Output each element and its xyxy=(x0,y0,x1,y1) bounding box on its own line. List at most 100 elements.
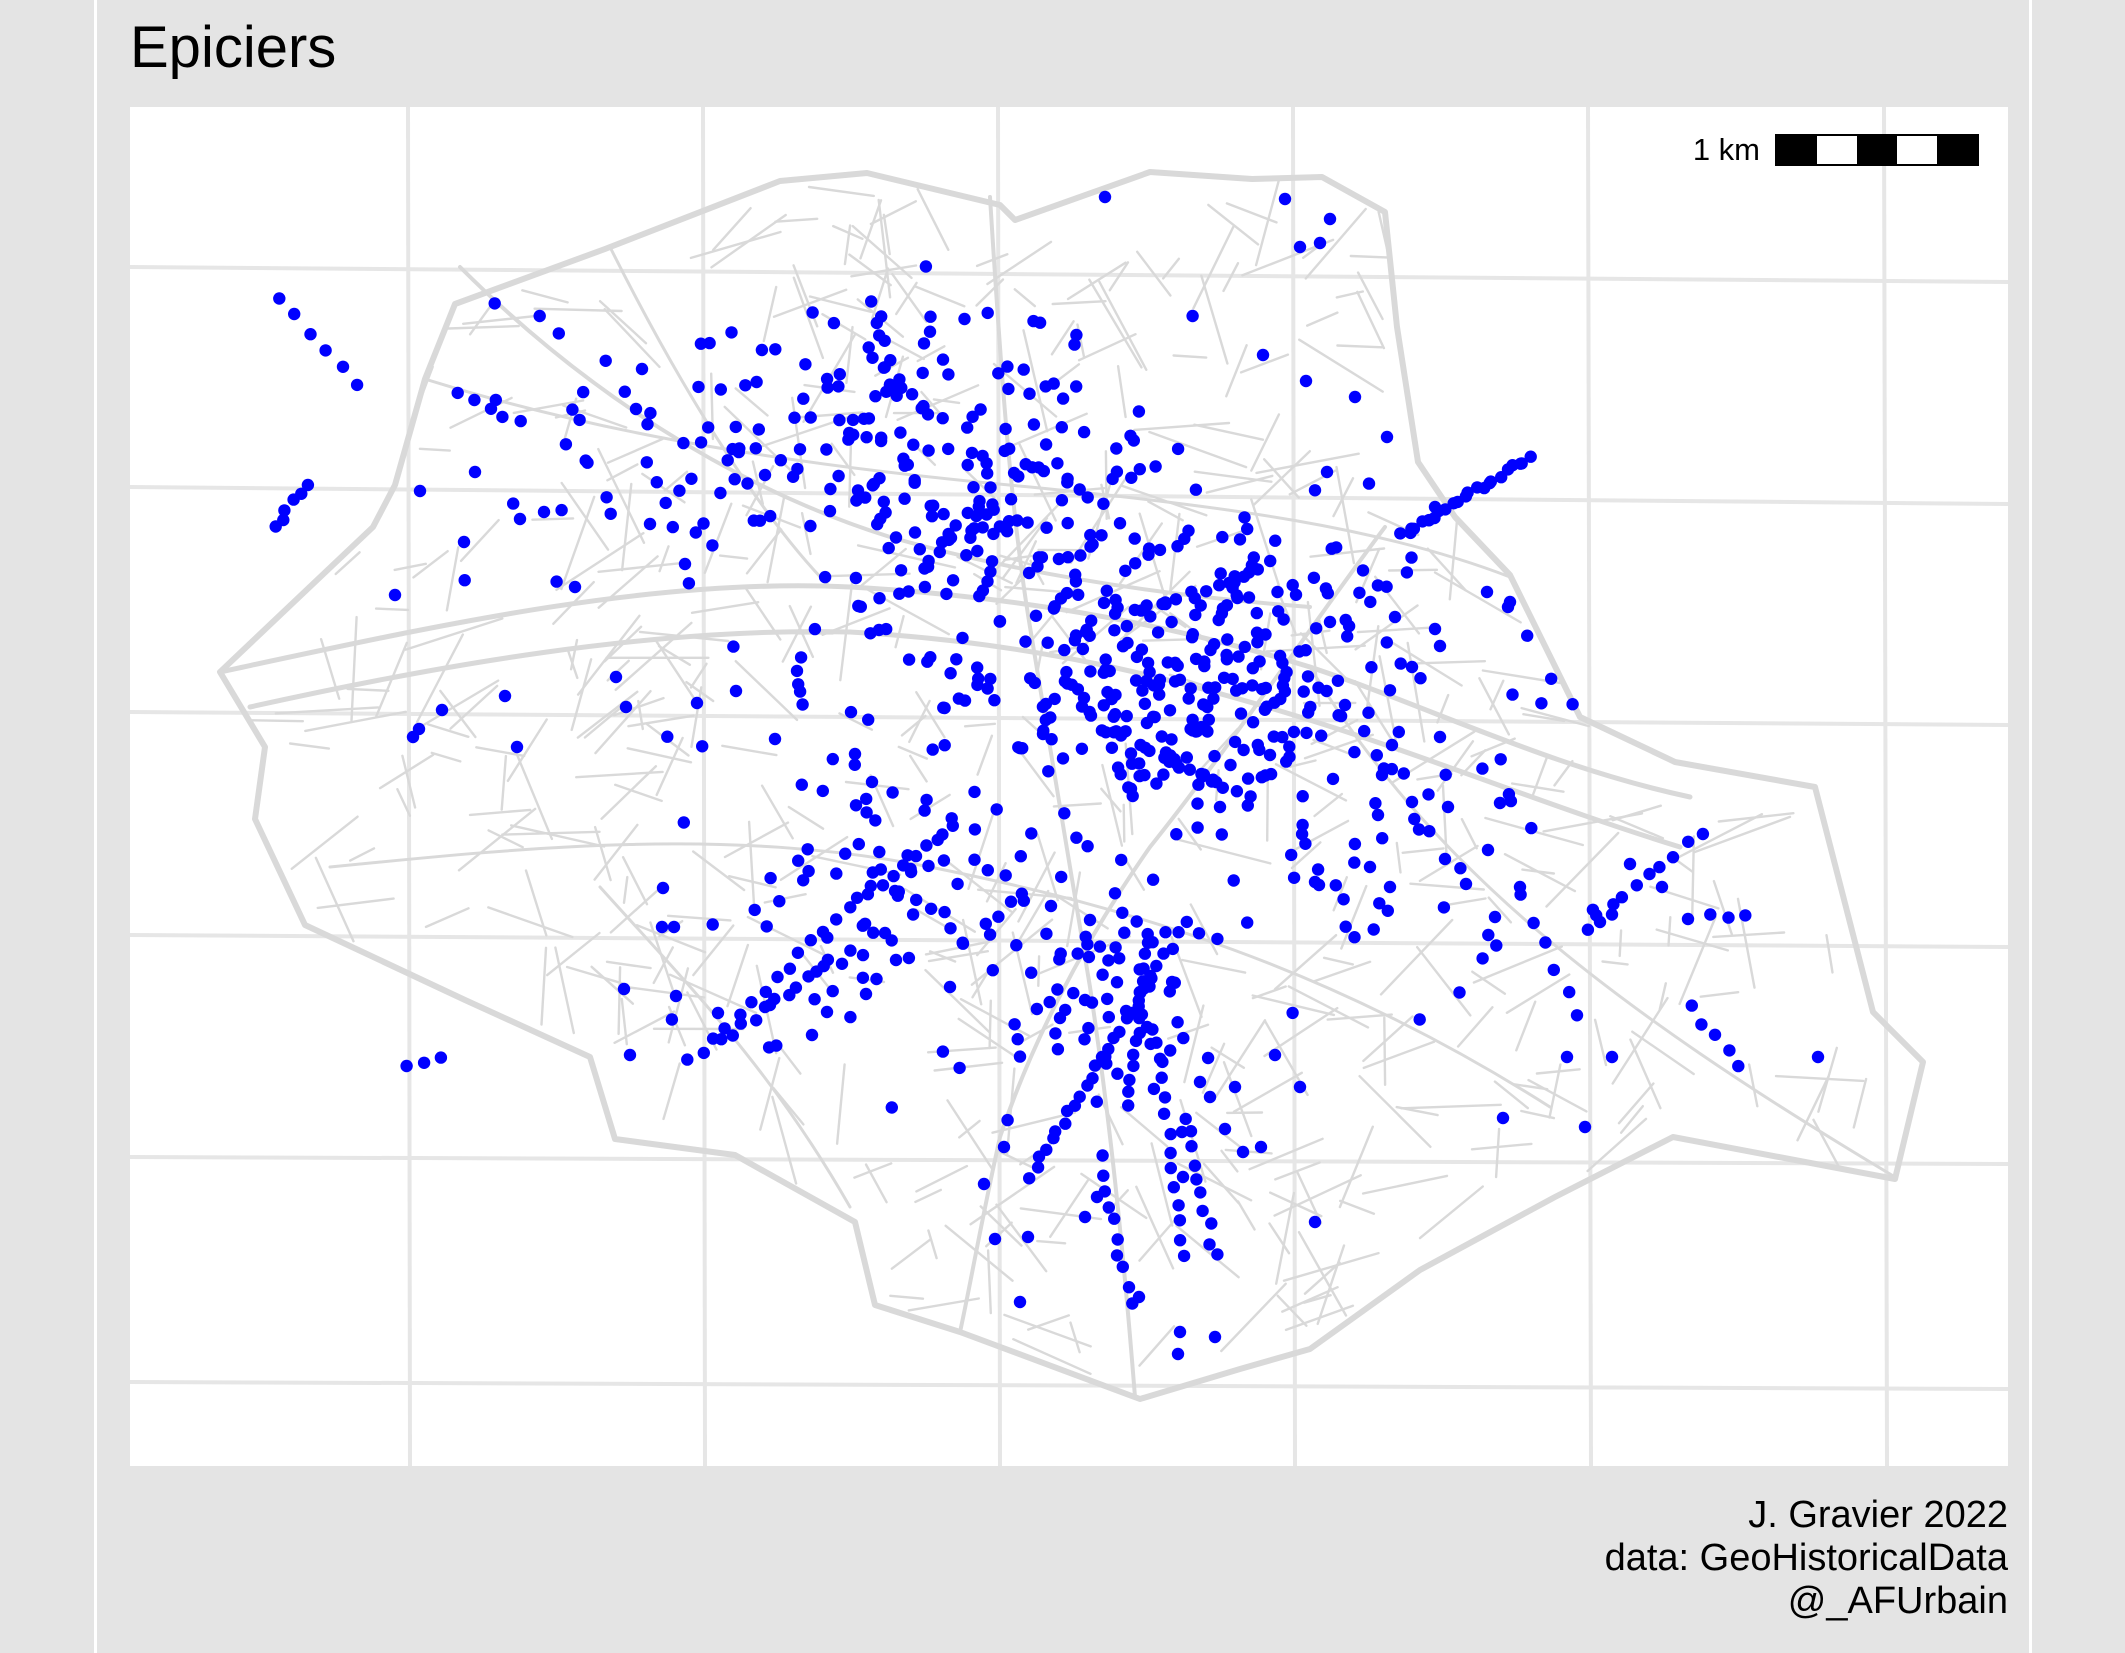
epicier-point xyxy=(673,484,686,497)
epicier-point xyxy=(1184,1125,1198,1138)
epicier-point xyxy=(981,682,994,695)
street-line xyxy=(1193,423,1265,441)
epicier-point xyxy=(750,375,763,389)
epicier-point xyxy=(862,713,875,726)
street-line xyxy=(1774,1074,1865,1083)
epicier-point xyxy=(1381,904,1395,917)
epicier-point xyxy=(1185,1140,1198,1153)
street-line xyxy=(1717,812,1795,823)
street-line xyxy=(1120,484,1208,517)
street-line xyxy=(1796,1075,1830,1142)
epicier-point xyxy=(964,531,977,544)
epicier-point xyxy=(1515,457,1528,470)
epicier-point xyxy=(1268,1048,1282,1062)
epicier-point xyxy=(967,481,980,494)
epicier-point xyxy=(1048,600,1061,613)
epicier-point xyxy=(1130,915,1143,928)
street-line xyxy=(1050,320,1075,356)
epicier-point xyxy=(1047,1132,1060,1145)
street-line xyxy=(613,1010,676,1044)
street-line xyxy=(1400,1103,1502,1110)
epicier-point xyxy=(1453,986,1466,999)
street-line xyxy=(771,1095,798,1185)
epicier-point xyxy=(1039,713,1052,727)
street-line xyxy=(1232,1071,1303,1113)
epicier-point xyxy=(1213,579,1226,592)
street-line xyxy=(1135,1185,1175,1270)
epicier-point xyxy=(617,982,631,996)
graticule-line xyxy=(1291,107,1297,1466)
epicier-point xyxy=(635,362,649,376)
epicier-point xyxy=(1196,1204,1209,1218)
epicier-point xyxy=(1122,1099,1135,1112)
epicier-point xyxy=(1150,1036,1163,1049)
street-line xyxy=(1120,1106,1169,1148)
street-line xyxy=(995,1203,1048,1273)
street-line xyxy=(1470,737,1516,758)
epicier-point xyxy=(808,622,822,636)
epicier-point xyxy=(1312,878,1326,892)
map-canvas[interactable] xyxy=(130,107,2008,1466)
street-line xyxy=(860,547,907,587)
street-line xyxy=(635,924,707,954)
epicier-point xyxy=(1185,631,1199,644)
epicier-point xyxy=(400,1059,413,1073)
street-line xyxy=(1511,782,1565,793)
epicier-point xyxy=(764,871,777,885)
epicier-point xyxy=(830,913,843,926)
epicier-point xyxy=(905,388,919,401)
street-line xyxy=(970,918,1054,986)
street-line xyxy=(1332,876,1348,912)
epicier-point xyxy=(1040,927,1053,940)
epicier-point xyxy=(1413,1013,1426,1026)
street-line xyxy=(1003,1313,1092,1348)
epicier-point xyxy=(1428,622,1442,636)
epicier-point xyxy=(922,859,935,873)
epicier-point xyxy=(1118,926,1131,939)
street-line xyxy=(908,699,931,744)
epicier-point xyxy=(1186,309,1199,323)
epicier-point xyxy=(770,1039,783,1052)
epicier-point xyxy=(1150,959,1163,973)
epicier-point xyxy=(980,508,993,521)
epicier-point xyxy=(1289,588,1303,601)
epicier-point xyxy=(1506,688,1519,701)
city-boundary xyxy=(217,169,1926,1402)
epicier-point xyxy=(1016,742,1029,755)
epicier-point xyxy=(1203,1090,1217,1104)
epicier-point xyxy=(918,804,931,817)
map-title: Epiciers xyxy=(130,15,337,80)
epicier-point xyxy=(1051,983,1064,996)
street-line xyxy=(1339,1199,1376,1215)
epicier-point xyxy=(1578,1120,1592,1134)
epicier-point xyxy=(956,631,969,645)
caption-handle: @_AFUrbain xyxy=(1787,1580,2008,1622)
epicier-point xyxy=(1157,768,1170,781)
epicier-point xyxy=(1394,527,1407,540)
epicier-point xyxy=(498,689,512,703)
epicier-point xyxy=(319,344,332,357)
epiciers-points xyxy=(269,190,1825,1361)
epicier-point xyxy=(1214,567,1227,580)
street-line xyxy=(1553,760,1574,787)
epicier-point xyxy=(1811,1050,1825,1064)
epicier-point xyxy=(468,465,482,479)
epicier-point xyxy=(887,869,900,883)
epicier-point xyxy=(1111,1233,1124,1246)
epicier-point xyxy=(1380,636,1394,649)
epicier-point xyxy=(1408,812,1421,826)
epicier-point xyxy=(277,513,290,527)
street-line xyxy=(621,856,649,906)
map-panel[interactable]: 1 km xyxy=(130,107,2008,1466)
epicier-point xyxy=(1566,698,1579,711)
street-line xyxy=(774,217,819,223)
epicier-point xyxy=(893,373,906,386)
epicier-point xyxy=(1321,587,1335,600)
street-line xyxy=(512,744,554,841)
epicier-point xyxy=(1348,856,1361,869)
epicier-point xyxy=(1369,797,1382,810)
epicier-point xyxy=(1293,240,1307,254)
street-line xyxy=(1201,1042,1226,1094)
epicier-point xyxy=(793,443,807,456)
epicier-point xyxy=(988,1232,1002,1246)
